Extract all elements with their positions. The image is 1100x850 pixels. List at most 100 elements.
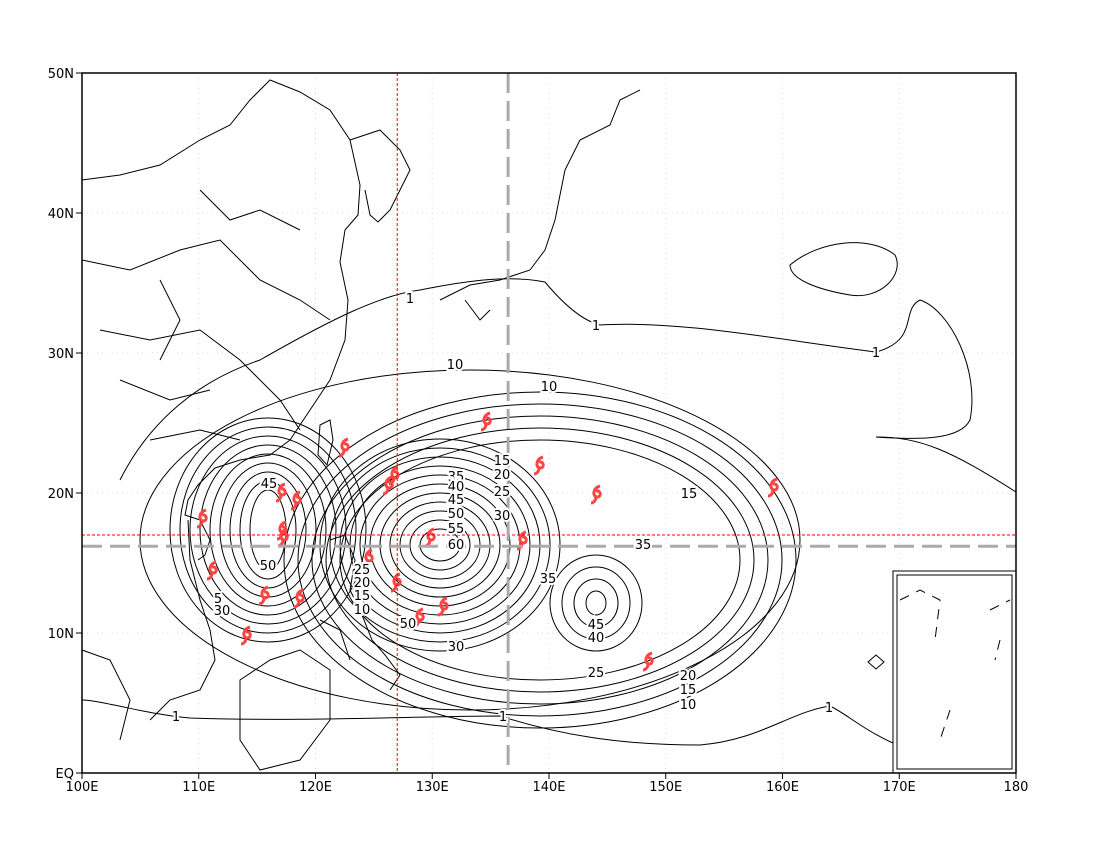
crosshairs [82,73,1016,773]
storm-icon [437,596,449,617]
contour-line [311,415,769,705]
contour-label: 15 [354,589,371,604]
contour-label: 25 [354,563,371,578]
storm-icon [258,585,270,606]
contour-line [339,439,741,681]
x-tick-label: 120E [299,780,332,795]
contour-label: 50 [448,507,465,522]
korea [349,129,411,223]
contour-label: 40 [448,480,465,495]
contour-label: 50 [260,559,277,574]
contour-label: 45 [448,493,465,508]
storm-icon [413,607,425,628]
contour-label: 1 [825,701,833,716]
contour-line [549,554,643,652]
storm-icon [480,411,492,432]
contour-line [169,417,367,643]
x-tick-label: 100E [65,780,98,795]
contour-line [81,699,1017,762]
contour-label: 20 [494,468,511,483]
contour-label: 25 [588,666,605,681]
contour-line [561,566,631,640]
storm-icon [275,482,287,503]
contour-line [325,427,755,693]
contour-label: 45 [261,477,278,492]
contour-label: 10 [541,380,558,395]
contour-label: 20 [354,576,371,591]
y-tick-label: 10N [48,627,74,642]
y-tick-label: 30N [48,347,74,362]
contour-label: 15 [680,683,697,698]
contour-label: 30 [494,509,511,524]
contour-label: 15 [494,454,511,469]
contour-label: 1 [172,710,180,725]
y-tick-label: 40N [48,207,74,222]
borneo [239,649,331,771]
storm-icon [290,490,302,511]
storm-icon [642,651,654,672]
contour-label: 40 [588,631,605,646]
storm-symbols [196,411,779,672]
contour-label: 1 [406,292,414,307]
x-tick-label: 140E [532,780,565,795]
storm-icon [338,437,350,458]
contour-line [297,403,783,717]
storm-icon [767,477,779,498]
contour-label: 10 [680,698,697,713]
japan [439,89,641,321]
contour-label: 20 [680,669,697,684]
contour-line [789,242,898,297]
indochina [81,519,216,741]
contour-label: 15 [681,487,698,502]
contour-label: 30 [214,604,231,619]
contour-label: 50 [400,617,417,632]
contour-label: 35 [540,572,557,587]
storm-icon [293,588,305,609]
philippines [319,534,401,691]
contour-label: 1 [592,319,600,334]
contour-line [199,444,337,616]
contour-label: 55 [448,522,465,537]
x-tick-label: 130E [416,780,449,795]
storm-icon [196,508,208,529]
y-tick-label: 20N [48,487,74,502]
axes: 100E 110E 120E 130E 140E 150E 160E 170E 180 EQ 10N… [48,67,1029,795]
y-tick-label: 50N [48,67,74,82]
storm-icon [240,625,252,646]
china-coast [81,79,361,561]
contour-label: 25 [494,485,511,500]
storm-icon [590,484,602,505]
x-tick-label: 150E [649,780,682,795]
contour-label: 5 [214,592,222,607]
storm-icon [206,560,218,581]
contour-line [875,436,1017,493]
storm-icon [533,455,545,476]
contour-line [119,278,973,481]
china-provinces [81,189,331,441]
contour-label: 10 [354,603,371,618]
x-tick-label: 160E [766,780,799,795]
storm-icon [362,548,374,569]
x-tick-label: 180 [1004,780,1029,795]
x-tick-label: 170E [883,780,916,795]
inset-frame-inner [896,574,1013,770]
contour-label: 60 [448,538,465,553]
contour-line [283,391,797,729]
contour-line [209,453,327,607]
contour-label: 45 [588,618,605,633]
contour-label: 10 [447,358,464,373]
contour-label: 1 [499,710,507,725]
contour-line [179,426,357,634]
contour-line [139,369,801,711]
contour-line [573,578,619,628]
storm-icon [388,465,400,486]
contour-label: 30 [448,640,465,655]
contour-label: 1 [872,346,880,361]
small-contour [867,654,885,670]
y-tick-label: EQ [56,767,74,782]
coastlines [81,79,641,771]
contour-line [239,480,297,580]
taiwan [317,419,334,467]
